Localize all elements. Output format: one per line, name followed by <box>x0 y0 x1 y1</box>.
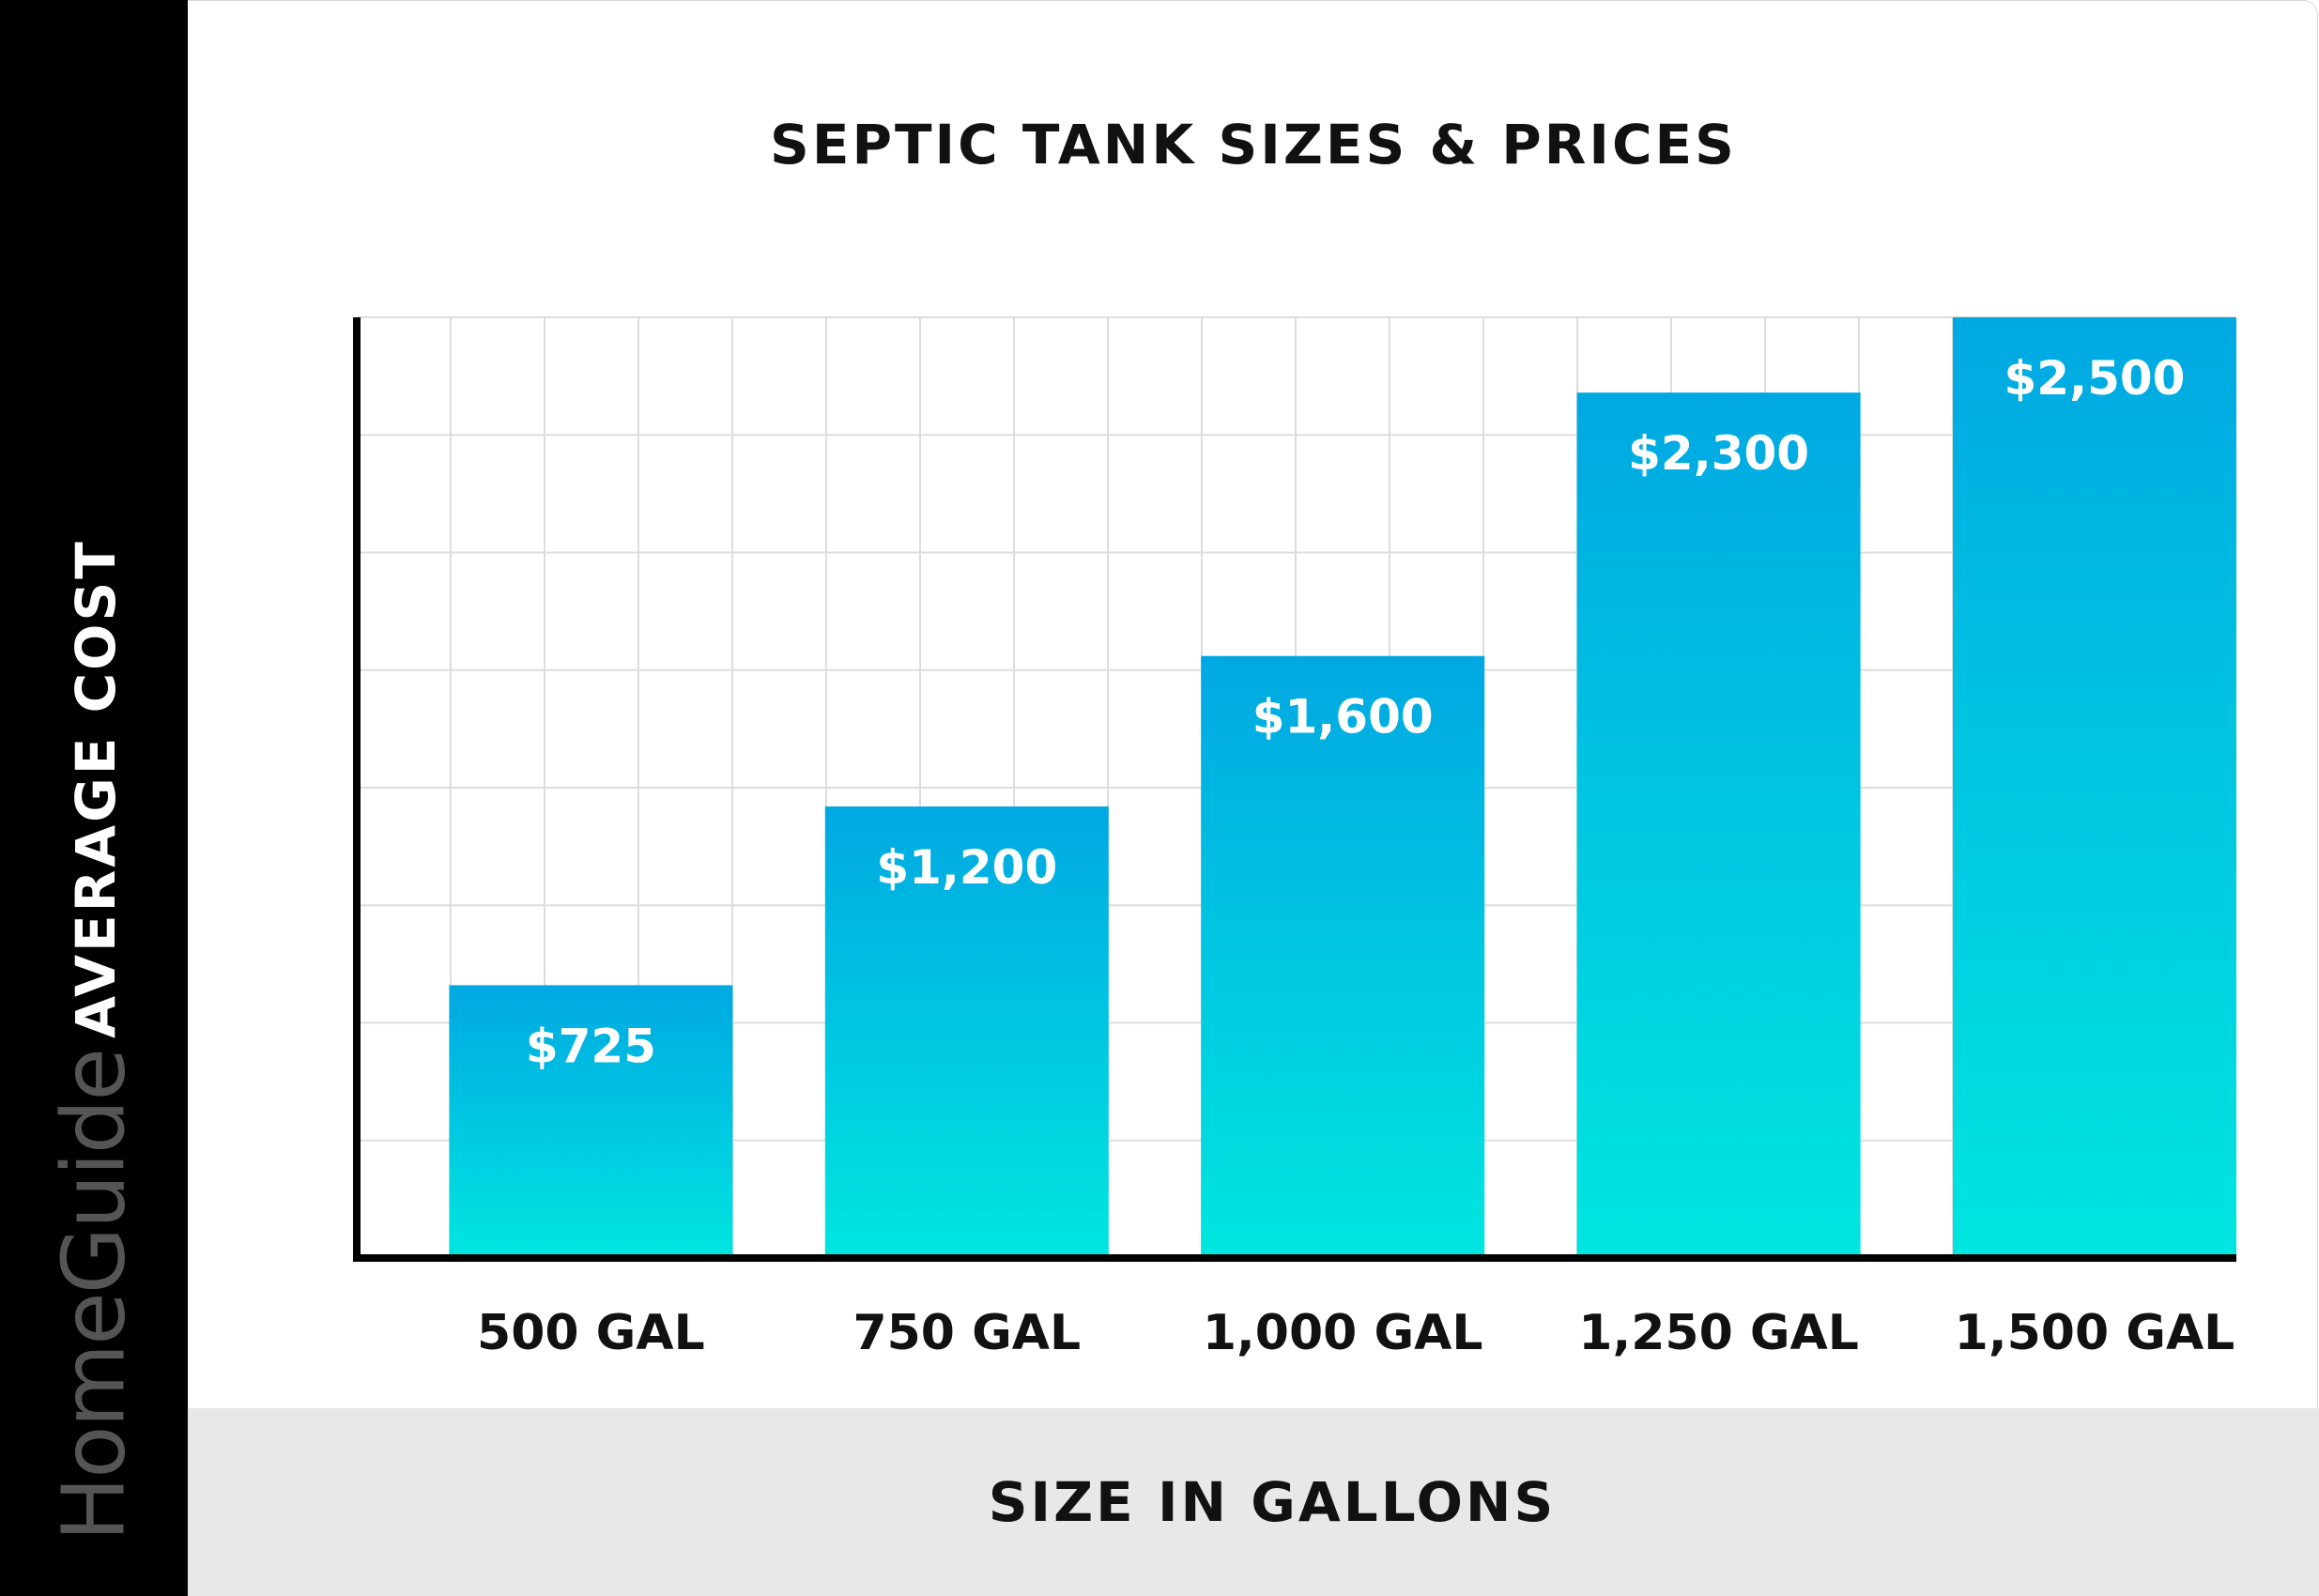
bar-2 <box>1201 655 1485 1258</box>
bar-1 <box>824 806 1109 1258</box>
x-tick-label-2: 1,000 GAL <box>1203 1305 1483 1361</box>
bar-0 <box>449 985 733 1258</box>
chart-title: SEPTIC TANK SIZES & PRICES <box>770 113 1737 176</box>
x-tick-label-0: 500 GAL <box>477 1305 705 1361</box>
data-label-2: $1,600 <box>1252 690 1434 744</box>
data-label-0: $725 <box>526 1019 656 1073</box>
data-label-1: $1,200 <box>876 840 1057 895</box>
data-label-4: $2,500 <box>2004 351 2186 406</box>
data-label-3: $2,300 <box>1628 426 1809 481</box>
x-tick-label-3: 1,250 GAL <box>1578 1305 1859 1361</box>
x-tick-label-4: 1,500 GAL <box>1955 1305 2235 1361</box>
x-tick-label-1: 750 GAL <box>852 1305 1081 1361</box>
x-axis-title-band: SIZE IN GALLONS <box>188 1408 2319 1596</box>
bars <box>449 317 2236 1258</box>
labels: $725 500 GAL $1,200 750 GAL $1,600 1,000 GAL $… <box>477 351 2235 1361</box>
bar-4 <box>1953 317 2236 1258</box>
bar-3 <box>1576 392 1861 1258</box>
x-axis-title: SIZE IN GALLONS <box>988 1470 1557 1534</box>
axes <box>353 317 2236 1262</box>
sidebar: AVERAGE COST HomeGuide <box>0 0 188 1596</box>
